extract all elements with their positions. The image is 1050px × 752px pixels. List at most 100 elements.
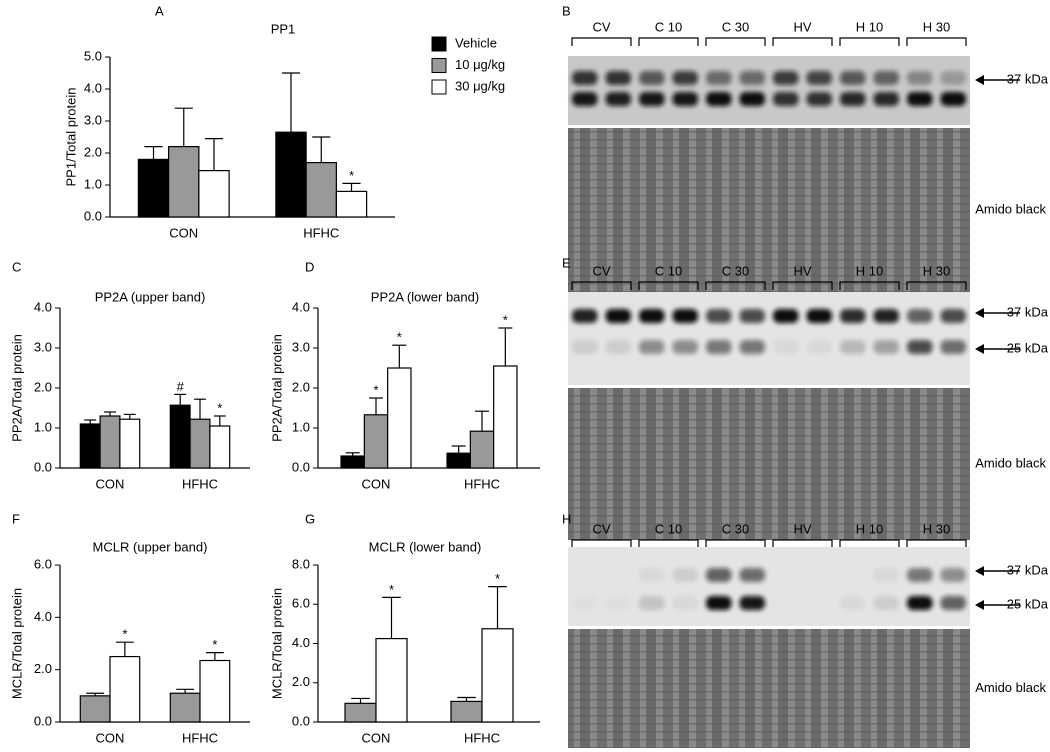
y-tick-label: 2.0 (34, 661, 52, 676)
y-tick-label: 4.0 (292, 635, 310, 650)
marker-label: 37 kDa (1007, 71, 1049, 86)
annotation: * (349, 168, 354, 183)
band (639, 596, 665, 610)
lane-label: H 30 (923, 521, 950, 536)
x-tick-label: CON (362, 730, 391, 745)
y-tick-label: 0.0 (84, 208, 102, 223)
x-tick-label: HFHC (182, 730, 218, 745)
band (806, 309, 832, 323)
band (773, 340, 799, 354)
band (806, 340, 832, 354)
stain-label: Amido black (975, 201, 1046, 216)
band (940, 309, 966, 323)
y-tick-label: 0.0 (292, 713, 310, 728)
bar (481, 628, 514, 723)
band (907, 596, 933, 610)
marker-label: 25 kDa (1007, 340, 1049, 355)
band (672, 596, 698, 610)
y-axis-label: PP2A/Total protein (269, 334, 284, 442)
band (639, 568, 665, 582)
lane-label: C 30 (722, 19, 749, 34)
y-tick-label: 2.0 (34, 379, 52, 394)
lane-bracket (839, 37, 900, 46)
annotation: # (177, 379, 185, 394)
bar (446, 452, 471, 469)
band (907, 568, 933, 582)
y-tick-label: 8.0 (292, 556, 310, 571)
y-tick-label: 0.0 (34, 713, 52, 728)
chart-title: PP2A (upper band) (95, 289, 206, 304)
band (706, 340, 732, 354)
blot (568, 56, 970, 125)
band (706, 92, 732, 106)
lane-label: H 30 (923, 263, 950, 278)
chart-title: MCLR (upper band) (93, 539, 208, 554)
x-tick-label: CON (362, 476, 391, 491)
lane-label: HV (793, 19, 811, 34)
bar (169, 692, 201, 723)
y-tick-label: 1.0 (292, 419, 310, 434)
bar (275, 131, 307, 218)
stain-label: Amido black (975, 680, 1046, 695)
lane-bracket (705, 281, 766, 290)
lane-bracket (772, 37, 833, 46)
legend-label: 10 μg/kg (455, 57, 505, 72)
band (873, 309, 899, 323)
arrow-head (975, 600, 984, 610)
arrow-head (975, 566, 984, 576)
band (806, 92, 832, 106)
band (840, 596, 866, 610)
bar (209, 425, 231, 469)
bar (137, 158, 170, 218)
bar (335, 190, 368, 218)
lane-label: H 10 (856, 263, 883, 278)
band (840, 71, 866, 85)
y-tick-label: 3.0 (292, 339, 310, 354)
bar (119, 418, 141, 469)
band (940, 596, 966, 610)
band (873, 568, 899, 582)
lane-label: CV (592, 19, 610, 34)
band (907, 92, 933, 106)
band (672, 92, 698, 106)
band (605, 340, 631, 354)
stain-label: Amido black (975, 455, 1046, 470)
annotation: * (503, 312, 508, 327)
band (739, 568, 765, 582)
band (940, 92, 966, 106)
bar (363, 414, 389, 469)
lane-label: H 10 (856, 521, 883, 536)
lane-bracket (638, 281, 699, 290)
amido-stain (568, 388, 970, 540)
band (572, 71, 598, 85)
band (773, 71, 799, 85)
band (672, 71, 698, 85)
arrow-head (975, 344, 984, 354)
legend-label: Vehicle (455, 35, 497, 50)
band (873, 92, 899, 106)
legend-swatch (431, 36, 447, 52)
lane-bracket (571, 281, 632, 290)
y-tick-label: 6.0 (292, 596, 310, 611)
lane-bracket (906, 37, 967, 46)
band (739, 596, 765, 610)
legend-label: 30 μg/kg (455, 78, 505, 93)
lane-bracket (839, 539, 900, 548)
band (940, 71, 966, 85)
bar (493, 365, 518, 469)
band (806, 71, 832, 85)
band (873, 71, 899, 85)
marker-label: 37 kDa (1007, 562, 1049, 577)
y-axis-label: PP1/Total protein (63, 87, 78, 186)
panel-letter: D (305, 259, 314, 274)
y-tick-label: 4.0 (84, 80, 102, 95)
lane-bracket (638, 539, 699, 548)
y-tick-label: 6.0 (34, 556, 52, 571)
band (840, 340, 866, 354)
bar (168, 146, 200, 218)
y-tick-label: 1.0 (84, 176, 102, 191)
band (940, 340, 966, 354)
y-tick-label: 1.0 (34, 419, 52, 434)
band (706, 568, 732, 582)
lane-label: CV (592, 263, 610, 278)
